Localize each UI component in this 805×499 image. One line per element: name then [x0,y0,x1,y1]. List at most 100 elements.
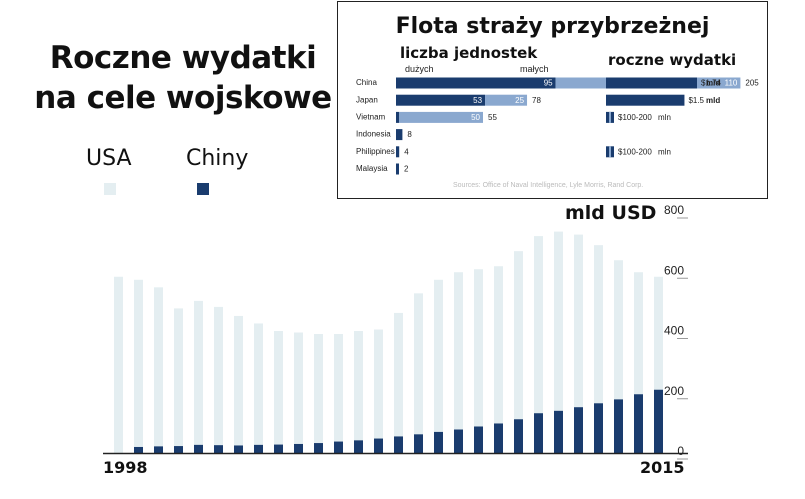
y-tick-label: 600 [664,263,684,277]
bar-usa [274,330,283,453]
legend-label-usa: USA [86,146,132,171]
bar-china [274,444,283,453]
bar-usa [154,287,163,453]
inset-bar-large [396,77,556,89]
bar-usa [494,266,503,453]
bar-usa [634,272,643,453]
bar-china [554,410,563,453]
inset-spending-range-mark [609,146,611,158]
legend-label-china: Chiny [186,146,249,171]
bar-china [414,434,423,453]
bar-china [194,444,203,453]
inset-country-label: Philippines [356,147,395,156]
inset-spending-unit: mld [706,79,720,88]
inset-bar-large [396,94,486,106]
inset-value-small: 50 [471,113,480,122]
inset-country-label: Vietnam [356,113,386,122]
bar-usa [254,323,263,453]
bar-china [334,441,343,453]
y-axis-unit-label: mld USD [565,202,657,224]
bar-usa [554,231,563,453]
bar-china [214,445,223,453]
inset-subtitle-units: liczba jednostek [400,44,538,62]
inset-spending-bar [606,94,685,106]
bar-china [154,446,163,453]
bar-usa [114,276,123,453]
bar-china [494,423,503,453]
bar-china [314,443,323,453]
inset-bar-small [399,111,483,123]
y-tick-label: 200 [664,384,684,398]
bar-usa [234,315,243,453]
bar-usa [314,334,323,453]
legend-swatch-usa [104,183,116,195]
inset-spending-bar [606,77,697,89]
bar-china [394,436,403,453]
bar-china [594,403,603,453]
inset-country-label: Japan [356,95,378,104]
bar-usa [374,329,383,453]
bar-china [134,446,143,453]
bar-china [234,445,243,453]
bar-usa [474,269,483,453]
bar-usa [334,334,343,453]
bar-usa [134,279,143,453]
inset-value-large: 95 [544,79,553,88]
bar-usa [434,279,443,453]
bar-usa [454,272,463,453]
bar-usa [294,332,303,453]
inset-spending-amount: $1.74 [701,79,722,88]
bar-china [534,413,543,453]
bar-china [174,446,183,453]
inset-title: Flota straży przybrzeżnej [395,14,710,39]
chart-title-line-2: na cele wojskowe [34,80,332,116]
bar-usa [614,260,623,453]
inset-value-total: 4 [404,147,409,156]
inset-value-total: 55 [488,113,497,122]
chart-title: Roczne wydatki na cele wojskowe [28,38,338,118]
inset-value-total: 8 [407,130,412,139]
y-tick-label: 0 [677,444,684,458]
x-axis-start-year: 1998 [103,458,148,477]
bar-china [294,443,303,453]
bar-usa [574,234,583,453]
bar-usa [654,276,663,453]
bar-usa [394,312,403,453]
inset-country-label: Indonesia [356,130,391,139]
bar-usa [514,251,523,453]
y-tick-label: 800 [664,203,684,217]
chart-title-line-1: Roczne wydatki [49,40,317,76]
inset-spending-range-mark [609,111,611,123]
bar-china [254,444,263,453]
legend-swatch-china [197,183,209,195]
inset-bar-large [396,111,399,123]
bar-china [574,407,583,453]
inset-spending-unit: mld [706,96,720,105]
bar-usa [174,308,183,453]
inset-subtitle-spending: roczne wydatki [608,51,737,69]
inset-source-note: Sources: Office of Naval Intelligence, L… [453,182,644,189]
bar-china [374,438,383,453]
bar-usa [354,330,363,453]
inset-bar-large [396,129,403,141]
inset-value-small: 110 [725,79,738,88]
bar-usa [534,236,543,453]
inset-value-total: 78 [532,96,541,105]
inset-bar-large [396,146,400,158]
inset-value-total: 205 [745,79,759,88]
coast-guard-inset: China 95 110 205 $1.74 mld Japan 53 25 78 $1.5 mld V… [337,1,768,199]
inset-country-label: Malaysia [356,164,388,173]
bar-china [654,389,663,453]
inset-spending-unit: mln [658,113,671,122]
inset-bar-large [396,163,399,175]
inset-value-total: 2 [404,165,409,174]
bar-usa [214,306,223,453]
bar-china [614,399,623,453]
inset-spending-amount: $100-200 [618,147,652,156]
inset-value-large: 53 [473,96,482,105]
bar-china [454,429,463,453]
bar-china [434,431,443,453]
bar-usa [594,245,603,453]
inset-spending-unit: mln [658,147,671,156]
